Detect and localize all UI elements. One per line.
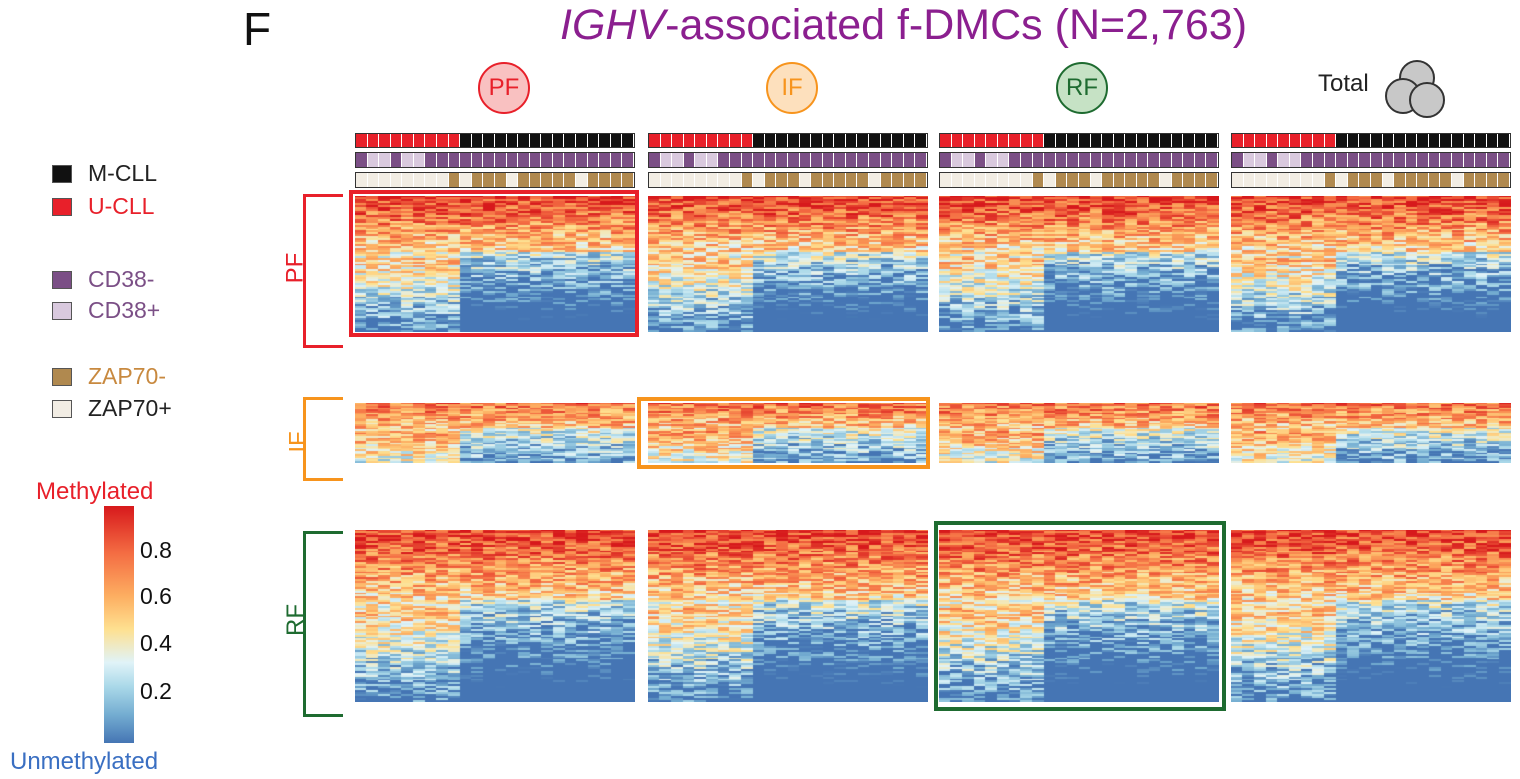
title-text: -associated f-DMCs (N=2,763) [665, 1, 1248, 49]
row-label-pf: PF [281, 252, 309, 284]
venn-icon [1385, 60, 1455, 120]
row-bracket-pf [303, 194, 343, 348]
legend-zap70-neg-label: ZAP70- [88, 363, 166, 389]
legend-m-cll: M-CLL [52, 160, 157, 187]
legend-cd38-neg-label: CD38- [88, 266, 155, 292]
heatmap-cell [1231, 196, 1511, 332]
legend-zap70-pos: ZAP70+ [52, 395, 172, 422]
heatmap-cell [939, 403, 1219, 463]
column-header-total: Total [1318, 70, 1369, 97]
cd38-track [1231, 152, 1511, 168]
panel-letter: F [243, 3, 272, 55]
legend-cd38-pos: CD38+ [52, 297, 160, 324]
heatmap-cell [355, 403, 635, 463]
legend-cd38-pos-label: CD38+ [88, 297, 161, 323]
legend-m-cll-label: M-CLL [88, 160, 158, 186]
heatmap-cell [648, 530, 928, 702]
column-header-if: IF [762, 62, 822, 114]
ighv-track [1231, 133, 1511, 148]
colorbar-tick: 0.4 [140, 630, 172, 656]
cd38-track [355, 152, 635, 168]
colorbar-top-label: Methylated [36, 478, 154, 505]
row-label-rf: RF [282, 604, 309, 636]
row-label-if: IF [284, 431, 312, 453]
colorbar-tick: 0.2 [140, 678, 172, 704]
zap70-track [1231, 172, 1511, 188]
heatmap-cell [355, 196, 635, 332]
rf-circle-label: RF [1056, 62, 1108, 114]
heatmap-cell [1231, 403, 1511, 463]
colorbar [104, 506, 134, 743]
zap70-track [648, 172, 928, 188]
colorbar-bottom-label: Unmethylated [10, 748, 159, 775]
column-header-rf: RF [1052, 62, 1112, 114]
legend-zap70-pos-label: ZAP70+ [88, 395, 172, 421]
row-bracket-rf [303, 531, 343, 717]
ighv-track [355, 133, 635, 148]
colorbar-tick: 0.8 [140, 537, 172, 563]
zap70-track [939, 172, 1219, 188]
legend-u-cll: U-CLL [52, 193, 154, 220]
pf-circle-label: PF [478, 62, 530, 114]
heatmap-cell [939, 530, 1219, 702]
column-header-pf: PF [474, 62, 534, 114]
row-bracket-if [303, 397, 343, 481]
ighv-track [648, 133, 928, 148]
colorbar-tick: 0.6 [140, 583, 172, 609]
heatmap-cell [648, 403, 928, 463]
cd38-track [939, 152, 1219, 168]
legend-zap70-neg: ZAP70- [52, 363, 166, 390]
legend-cd38-neg: CD38- [52, 266, 154, 293]
heatmap-cell [648, 196, 928, 332]
zap70-track [355, 172, 635, 188]
heatmap-cell [1231, 530, 1511, 702]
ighv-track [939, 133, 1219, 148]
heatmap-cell [939, 196, 1219, 332]
heatmap-cell [355, 530, 635, 702]
cd38-track [648, 152, 928, 168]
legend-u-cll-label: U-CLL [88, 193, 155, 219]
title-gene-name: IGHV [560, 1, 666, 49]
figure-title: IGHV-associated f-DMCs (N=2,763) [560, 1, 1248, 49]
if-circle-label: IF [766, 62, 818, 114]
